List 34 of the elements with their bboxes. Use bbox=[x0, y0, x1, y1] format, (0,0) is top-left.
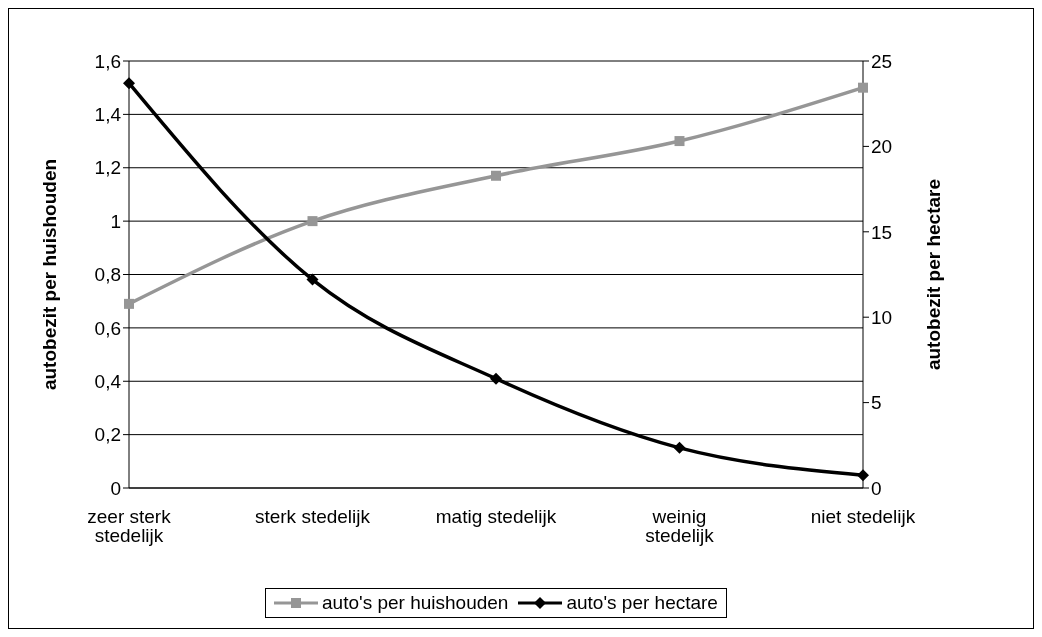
point bbox=[858, 82, 868, 93]
point bbox=[306, 273, 319, 286]
y-axis-title: autobezit per huishouden bbox=[38, 158, 60, 391]
y-tick-label: 1,6 bbox=[94, 50, 121, 72]
y-tick-label: 1 bbox=[110, 210, 121, 232]
y-tick-label: 1,4 bbox=[94, 104, 122, 126]
legend-label: auto's per hectare bbox=[565, 592, 718, 614]
point bbox=[674, 136, 685, 147]
y-tick-label: 0,4 bbox=[94, 370, 122, 392]
y2-tick-label: 20 bbox=[871, 136, 893, 158]
x-tick-label: sterk stedelijk bbox=[254, 506, 371, 528]
x-tick-label: niet stedelijk bbox=[810, 506, 916, 528]
point bbox=[307, 216, 318, 227]
legend-label: auto's per huishouden bbox=[321, 592, 509, 614]
y2-tick-label: 0 bbox=[871, 477, 882, 499]
y-tick-label: 0,8 bbox=[94, 264, 121, 286]
point bbox=[124, 298, 134, 309]
y2-tick-label: 25 bbox=[871, 50, 893, 72]
y-tick-label: 0 bbox=[110, 477, 121, 499]
x-tick-label: zeer sterk stedelijk bbox=[87, 506, 172, 547]
point bbox=[491, 170, 501, 181]
point bbox=[123, 77, 135, 90]
y2-tick-label: 10 bbox=[871, 306, 893, 328]
y2-tick-label: 5 bbox=[871, 392, 882, 414]
y-tick-label: 0,6 bbox=[94, 317, 121, 339]
point bbox=[673, 441, 686, 454]
y-tick-label: 0,2 bbox=[94, 424, 121, 446]
y2-tick-label: 15 bbox=[871, 221, 893, 243]
x-tick-label: matig stedelijk bbox=[435, 506, 557, 528]
y2-axis-title: autobezit per hectare bbox=[922, 178, 944, 371]
point bbox=[490, 372, 502, 385]
y-tick-label: 1,2 bbox=[94, 157, 121, 179]
x-tick-label: weinig stedelijk bbox=[645, 506, 715, 547]
point bbox=[857, 469, 869, 482]
